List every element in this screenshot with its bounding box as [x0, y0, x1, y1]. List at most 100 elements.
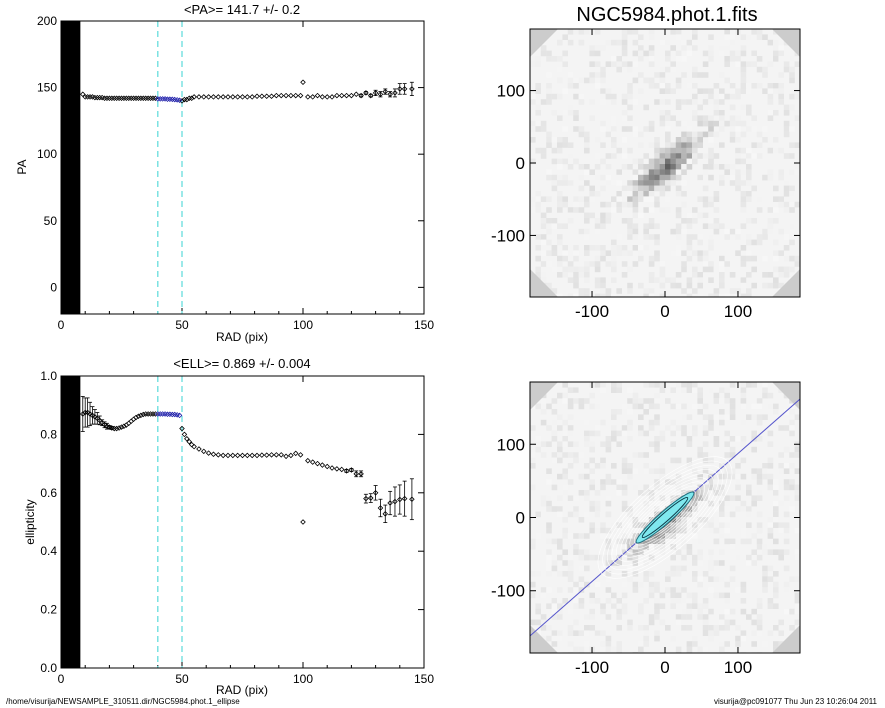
img2-pixel: [632, 468, 639, 474]
img1-pixel: [756, 142, 763, 148]
img1-pixel: [659, 272, 666, 278]
pa-point: [244, 94, 251, 100]
img2-pixel: [638, 581, 644, 588]
img1-pixel: [789, 126, 795, 132]
ell-point: [118, 424, 125, 430]
img2-pixel: [670, 490, 676, 496]
pa-point: [338, 92, 345, 99]
img1-pixel: [713, 218, 720, 224]
img2-pixel: [540, 419, 547, 426]
img2-pixel: [719, 641, 725, 647]
img1-pixel: [600, 255, 606, 262]
img1-pixel: [600, 288, 606, 294]
img1-pixel: [535, 245, 541, 251]
img2-pixel: [697, 608, 703, 615]
img2-pixel: [567, 441, 574, 447]
pa-point: [348, 92, 355, 99]
img1-pixel: [789, 142, 795, 148]
img1-pixel: [551, 266, 558, 273]
img2-pixel: [616, 641, 622, 647]
img2-pixel: [708, 457, 714, 464]
img2-pixel: [735, 506, 741, 512]
img1-pixel: [659, 39, 666, 46]
img1-pixel: [735, 234, 741, 240]
img2-pixel: [627, 625, 633, 631]
img1-pixel: [573, 158, 579, 165]
ell-point: [300, 519, 306, 525]
img1-pixel: [740, 77, 747, 84]
img1-pixel: [627, 180, 633, 186]
pa-ytick-label: 150: [37, 81, 57, 95]
img2-pixel: [692, 592, 698, 599]
img2-pixel: [627, 544, 633, 550]
img2-pixel: [783, 522, 790, 528]
img1-pixel: [756, 207, 763, 213]
ell-title: <ELL>= 0.869 +/- 0.004: [173, 356, 310, 371]
img2-pixel: [762, 468, 768, 474]
img2-pixel: [605, 511, 612, 518]
img2-pixel: [773, 479, 779, 485]
img2-pixel: [578, 533, 585, 539]
img2-pixel: [621, 538, 628, 545]
img2-pixel: [767, 484, 774, 491]
img1-pixel: [729, 164, 736, 170]
img1-pixel: [778, 201, 784, 208]
img2-pixel: [794, 495, 800, 501]
img1-pixel: [783, 245, 790, 251]
img1-pixel: [632, 158, 639, 165]
img1-pixel: [740, 88, 747, 94]
img1-pixel: [740, 61, 747, 67]
img2-pixel: [783, 587, 790, 593]
img1-pixel: [702, 196, 709, 202]
img1-pixel: [708, 56, 714, 62]
img2-pixel: [719, 387, 725, 393]
img1-pixel: [751, 56, 757, 62]
img2-pixel: [621, 500, 628, 507]
img2-pixel: [535, 603, 541, 609]
img1-pixel: [616, 66, 622, 73]
img2-contour: [616, 473, 714, 562]
img2-pixel: [670, 527, 676, 534]
ell-point: [116, 425, 122, 431]
img2-pixel: [783, 608, 790, 615]
img2-pixel: [719, 619, 725, 626]
img2-pixel: [600, 463, 606, 469]
img1-pixel: [605, 169, 612, 175]
img1-pixel: [638, 196, 644, 202]
img2-pixel: [632, 538, 639, 545]
pa-point: [215, 94, 222, 100]
img2-pixel: [746, 490, 752, 496]
img1-pixel: [643, 234, 649, 240]
img1-pixel: [665, 39, 671, 46]
img2-pixel: [740, 587, 747, 593]
img1-pixel: [621, 110, 628, 116]
ell-xtick-label: 100: [293, 672, 313, 686]
img2-pixel: [794, 576, 800, 582]
img2-pixel: [562, 571, 568, 577]
img1-pixel: [638, 250, 644, 256]
img1-pixel: [773, 282, 779, 289]
img2-pixel: [675, 549, 682, 555]
img1-pixel: [773, 185, 779, 192]
img1-pixel: [643, 180, 649, 186]
img2-pixel: [540, 409, 547, 415]
img2-pixel: [605, 641, 612, 647]
img2-pixel: [594, 382, 601, 388]
img1-pixel: [740, 261, 747, 267]
img2-pixel: [670, 430, 676, 437]
img1-pixel: [692, 218, 698, 224]
img1-pixel: [659, 180, 666, 186]
img1-pixel: [638, 45, 644, 51]
img2-pixel: [713, 484, 720, 491]
img2-pixel: [659, 614, 666, 620]
img1-pixel: [756, 153, 763, 159]
img1-pixel: [638, 50, 644, 57]
img2-pixel: [616, 608, 622, 615]
img2-pixel: [589, 554, 595, 561]
img1-pixel: [654, 234, 660, 240]
img2-pixel: [567, 630, 574, 636]
img1-pixel: [692, 147, 698, 154]
img1-pixel: [665, 99, 671, 105]
img1-pixel: [783, 185, 790, 192]
img1-pixel: [686, 137, 693, 143]
